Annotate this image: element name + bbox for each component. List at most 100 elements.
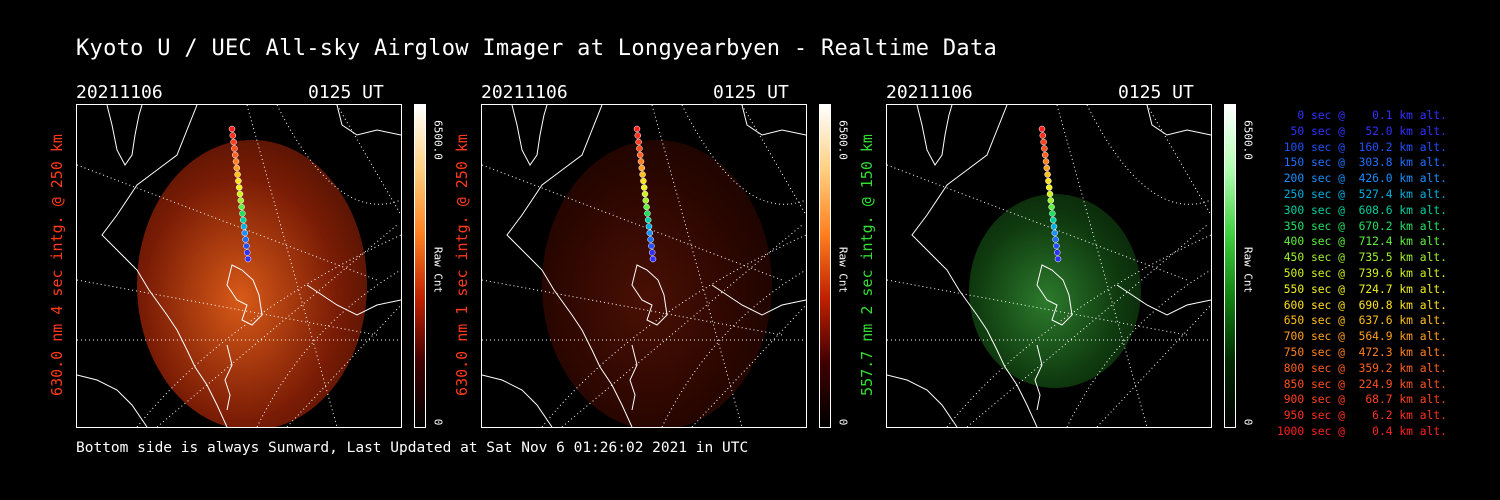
trajectory-point [1053, 249, 1061, 256]
trajectory-point [244, 255, 252, 263]
trajectory-point [240, 223, 248, 230]
trajectory-point [633, 125, 641, 133]
trajectory-point [1046, 190, 1054, 198]
coastline [506, 105, 633, 427]
trajectory-point [1040, 138, 1047, 146]
trajectory-point [236, 190, 244, 198]
panel-time: 0125 UT [308, 82, 384, 103]
trajectory-point [1041, 145, 1048, 152]
grid-line [482, 164, 783, 281]
panel-ylabel-text: 557.7 nm 2 sec intg. @ 150 km [858, 134, 876, 396]
coastline [631, 264, 668, 326]
coastline [1116, 284, 1211, 316]
legend-row: 500 sec @ 739.6 km alt. [1276, 266, 1447, 280]
legend-row: 250 sec @ 527.4 km alt. [1276, 187, 1447, 201]
allsky-image [77, 105, 401, 427]
trajectory-point [230, 138, 237, 146]
trajectory-point [235, 184, 243, 191]
trajectory-point [1045, 184, 1053, 191]
imager-panel-630nm-1sec: 20211106 0125 UT 630.0 nm 1 sec intg. @ … [453, 80, 901, 440]
panel-ylabel: 557.7 nm 2 sec intg. @ 150 km [856, 104, 878, 426]
coastline [224, 344, 233, 411]
grid-line [1146, 105, 1211, 216]
grid-line [887, 279, 1188, 336]
grid-line [336, 105, 401, 216]
airglow-emission [969, 194, 1141, 388]
legend-row: 850 sec @ 224.9 km alt. [1276, 377, 1447, 391]
legend-row: 700 sec @ 564.9 km alt. [1276, 330, 1447, 344]
trajectory-point [232, 158, 240, 165]
trajectory-point [1044, 171, 1051, 178]
legend-row: 650 sec @ 637.6 km alt. [1276, 314, 1447, 328]
trajectory-point [636, 151, 644, 159]
allsky-image-frame [481, 104, 807, 428]
trajectory-point [640, 184, 648, 191]
panel-date: 20211106 [481, 82, 568, 103]
trajectory-point [241, 229, 249, 237]
trajectory-point [1049, 216, 1057, 224]
legend-row: 350 sec @ 670.2 km alt. [1276, 219, 1447, 233]
grid-line [561, 224, 803, 427]
panel-time: 0125 UT [713, 82, 789, 103]
panel-ylabel: 630.0 nm 4 sec intg. @ 250 km [46, 104, 68, 426]
footer-status: Bottom side is always Sunward, Last Upda… [76, 440, 749, 456]
allsky-image-frame [886, 104, 1212, 428]
colorbar-unit-label: Raw Cnt [1241, 246, 1255, 294]
legend-row: 50 sec @ 52.0 km alt. [1276, 124, 1447, 138]
legend-row: 0 sec @ 0.1 km alt. [1276, 109, 1447, 122]
trajectory-point [1053, 242, 1060, 250]
legend-row: 550 sec @ 724.7 km alt. [1276, 282, 1447, 296]
trajectory-point [646, 229, 654, 237]
legend-row: 900 sec @ 68.7 km alt. [1276, 393, 1447, 407]
trajectory-point [644, 210, 651, 217]
legend-row: 1000 sec @ 0.4 km alt. [1276, 424, 1447, 438]
trajectory-point [231, 151, 239, 159]
trajectory-point [638, 164, 646, 172]
trajectory-point [644, 216, 652, 224]
trajectory-point [239, 216, 247, 224]
coastline [226, 264, 263, 326]
legend-row: 300 sec @ 608.6 km alt. [1276, 203, 1447, 217]
coastline [916, 105, 953, 166]
allsky-image-frame [76, 104, 402, 428]
trajectory-point [1038, 125, 1046, 133]
colorbar-max-label: 6500.0 [431, 120, 445, 160]
colorbar-unit-label: Raw Cnt [836, 246, 850, 294]
colorbar-min-label: 0 [431, 418, 445, 426]
grid-arc [1086, 105, 1211, 205]
coastline [741, 105, 806, 136]
airglow-emission [542, 140, 772, 427]
trajectory-point [1051, 229, 1059, 237]
grid-arc [276, 105, 401, 205]
trajectory-point [228, 125, 236, 133]
trajectory-point [645, 223, 653, 230]
page-title: Kyoto U / UEC All-sky Airglow Imager at … [76, 36, 998, 61]
colorbar-min-label: 0 [836, 418, 850, 426]
coastline [887, 374, 958, 427]
coastline [1036, 264, 1073, 326]
grid-line [482, 279, 783, 336]
trajectory-point [1045, 177, 1052, 185]
trajectory-point [648, 249, 656, 256]
trajectory-point [643, 203, 650, 211]
trajectory-point [634, 132, 642, 139]
colorbar [1224, 104, 1236, 428]
colorbar [414, 104, 426, 428]
panel-date: 20211106 [76, 82, 163, 103]
grid-line [741, 105, 806, 216]
coastline [911, 105, 1038, 427]
trajectory-point [234, 171, 241, 178]
panel-date: 20211106 [886, 82, 973, 103]
grid-line [887, 164, 1188, 281]
trajectory-point [1042, 158, 1050, 165]
trajectory-point [1052, 236, 1059, 243]
trajectory-point [242, 236, 249, 243]
coastline [101, 105, 228, 427]
trajectory-point [1049, 210, 1056, 217]
trajectory-point [647, 236, 654, 243]
colorbar-max-label: 6500.0 [1241, 120, 1255, 160]
trajectory-point [233, 164, 241, 172]
imager-panel-557nm-2sec: 20211106 0125 UT 557.7 nm 2 sec intg. @ … [858, 80, 1306, 440]
trajectory-point [243, 242, 250, 250]
grid-line [156, 224, 398, 427]
